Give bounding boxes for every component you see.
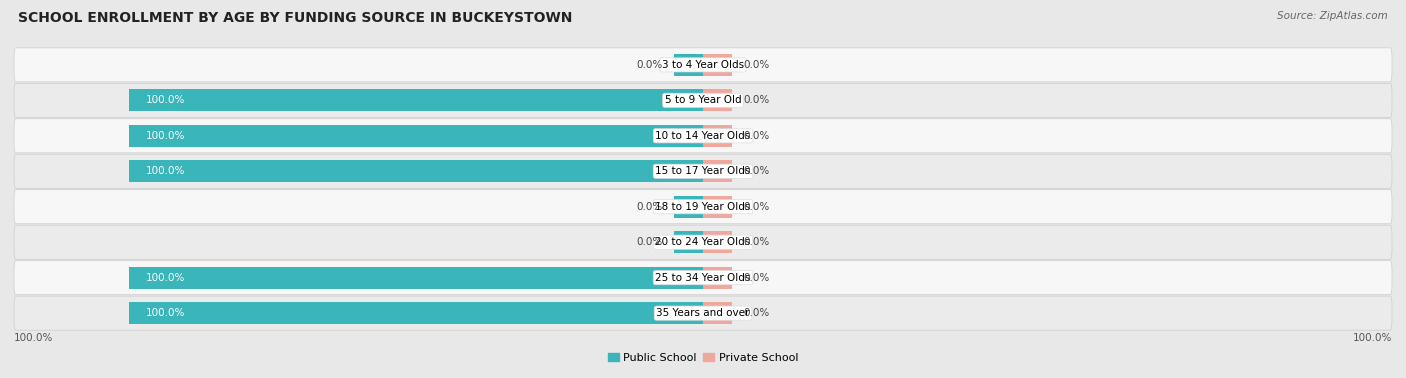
- Text: 100.0%: 100.0%: [14, 333, 53, 343]
- FancyBboxPatch shape: [14, 190, 1392, 224]
- Bar: [703, 125, 731, 147]
- FancyBboxPatch shape: [14, 119, 1392, 153]
- FancyBboxPatch shape: [14, 48, 1392, 82]
- Text: 100.0%: 100.0%: [146, 273, 186, 283]
- Bar: [703, 89, 731, 112]
- Bar: [675, 231, 703, 253]
- Text: 0.0%: 0.0%: [637, 60, 662, 70]
- Bar: [703, 54, 731, 76]
- Text: 0.0%: 0.0%: [744, 308, 769, 318]
- Bar: [129, 89, 703, 112]
- FancyBboxPatch shape: [14, 261, 1392, 295]
- Text: 35 Years and over: 35 Years and over: [657, 308, 749, 318]
- Text: 0.0%: 0.0%: [744, 95, 769, 105]
- Text: 0.0%: 0.0%: [744, 166, 769, 176]
- Text: 25 to 34 Year Olds: 25 to 34 Year Olds: [655, 273, 751, 283]
- Text: 3 to 4 Year Olds: 3 to 4 Year Olds: [662, 60, 744, 70]
- Text: Source: ZipAtlas.com: Source: ZipAtlas.com: [1277, 11, 1388, 21]
- Bar: [129, 266, 703, 289]
- FancyBboxPatch shape: [14, 83, 1392, 117]
- Bar: [703, 196, 731, 218]
- Text: 15 to 17 Year Olds: 15 to 17 Year Olds: [655, 166, 751, 176]
- Text: 100.0%: 100.0%: [146, 131, 186, 141]
- Text: 0.0%: 0.0%: [744, 60, 769, 70]
- Bar: [703, 231, 731, 253]
- Bar: [703, 266, 731, 289]
- Text: 0.0%: 0.0%: [637, 202, 662, 212]
- Text: SCHOOL ENROLLMENT BY AGE BY FUNDING SOURCE IN BUCKEYSTOWN: SCHOOL ENROLLMENT BY AGE BY FUNDING SOUR…: [18, 11, 572, 25]
- Bar: [703, 302, 731, 324]
- Text: 5 to 9 Year Old: 5 to 9 Year Old: [665, 95, 741, 105]
- Bar: [129, 125, 703, 147]
- Text: 0.0%: 0.0%: [744, 273, 769, 283]
- Text: 18 to 19 Year Olds: 18 to 19 Year Olds: [655, 202, 751, 212]
- Legend: Public School, Private School: Public School, Private School: [603, 348, 803, 367]
- Text: 100.0%: 100.0%: [146, 308, 186, 318]
- Bar: [675, 196, 703, 218]
- Bar: [129, 160, 703, 182]
- Text: 0.0%: 0.0%: [744, 131, 769, 141]
- Text: 20 to 24 Year Olds: 20 to 24 Year Olds: [655, 237, 751, 247]
- Bar: [129, 302, 703, 324]
- FancyBboxPatch shape: [14, 154, 1392, 188]
- Text: 0.0%: 0.0%: [744, 202, 769, 212]
- FancyBboxPatch shape: [14, 296, 1392, 330]
- Text: 100.0%: 100.0%: [146, 166, 186, 176]
- Text: 100.0%: 100.0%: [1353, 333, 1392, 343]
- Bar: [703, 160, 731, 182]
- Bar: [675, 54, 703, 76]
- Text: 10 to 14 Year Olds: 10 to 14 Year Olds: [655, 131, 751, 141]
- Text: 0.0%: 0.0%: [637, 237, 662, 247]
- Text: 0.0%: 0.0%: [744, 237, 769, 247]
- FancyBboxPatch shape: [14, 225, 1392, 259]
- Text: 100.0%: 100.0%: [146, 95, 186, 105]
